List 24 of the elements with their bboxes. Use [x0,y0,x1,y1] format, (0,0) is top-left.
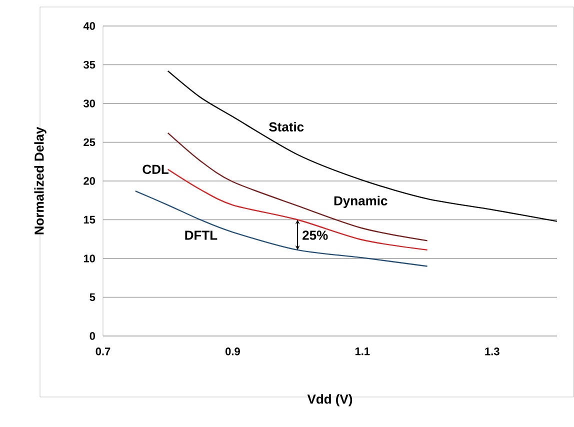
series-label: CDL [142,164,169,174]
x-axis-title: Vdd (V) [307,394,352,406]
y-tick-label: 25 [84,138,96,146]
y-tick-label: 5 [90,293,96,302]
line-series [167,132,428,242]
x-tick-label: 1.1 [355,348,370,356]
x-tick-label: 1.3 [485,348,500,356]
y-axis-title: Normalized Delay [34,126,46,234]
y-tick-label: 15 [84,216,96,224]
y-tick-label: 0 [90,332,96,340]
line-series [167,70,558,222]
line-series [167,168,428,251]
series-label: Static [269,122,304,132]
annotation: 25% [302,230,328,240]
y-tick-label: 10 [84,254,96,262]
x-tick-label: 0.7 [96,348,110,356]
x-tick-label: 0.9 [226,348,240,356]
series-label: Dynamic [334,196,388,208]
y-tick-label: 35 [83,60,96,69]
line-series [134,190,428,267]
y-tick-label: 30 [83,100,96,108]
y-tick-label: 40 [83,22,96,30]
y-tick-label: 20 [84,177,96,185]
series-label: DFTL [185,230,218,240]
